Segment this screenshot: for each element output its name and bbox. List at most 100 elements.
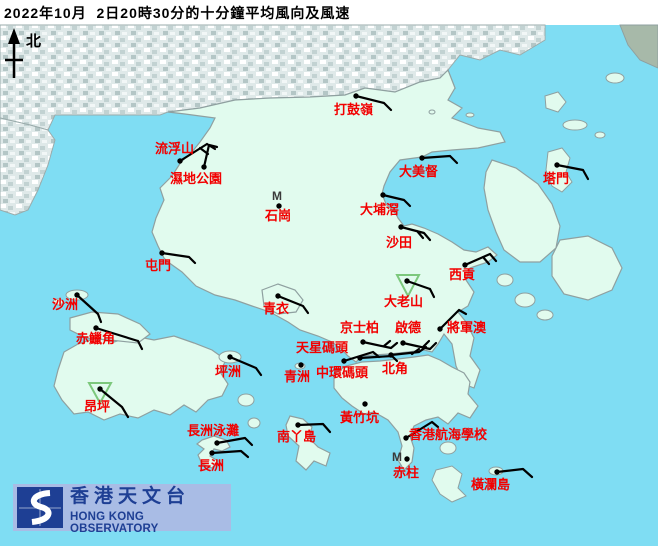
station-label-tai-mei-tuk: 大美督	[399, 164, 438, 179]
station-dot-ta-kwu-ling	[353, 93, 359, 99]
station-label-wetland-park: 濕地公園	[170, 171, 222, 186]
station-dot-tai-mei-tuk	[419, 155, 425, 161]
station-dot-kings-park	[360, 339, 366, 345]
station-dot-cheung-chau-beach	[214, 440, 220, 446]
station-dot-tap-mun	[554, 162, 560, 168]
wind-barb-lamma-island	[296, 422, 332, 434]
island-tap-mun	[545, 147, 573, 193]
station-label-hk-sea-school: 香港航海學校	[408, 427, 488, 442]
wind-barb-tuen-mun	[160, 251, 197, 265]
station-label-sai-kung: 西貢	[449, 267, 475, 282]
islet	[536, 309, 554, 321]
island-po-toi	[431, 465, 467, 503]
islet	[428, 109, 436, 115]
station-dot-kai-tak	[400, 340, 406, 346]
wind-barb-kings-park	[361, 339, 399, 350]
hko-name-chinese: 香港天文台	[70, 485, 191, 507]
islet	[247, 417, 261, 429]
station-dot-green-island	[298, 362, 304, 368]
station-label-sha-chau: 沙洲	[52, 297, 78, 312]
wind-barb-sha-chau	[75, 293, 103, 324]
wind-barb-hk-sea-school	[404, 420, 440, 440]
wind-barb-central-pier	[342, 350, 381, 363]
missing-marker-shek-kong: M	[272, 189, 282, 203]
wind-barb-sha-tin	[399, 225, 432, 242]
wind-barb-waglan-island	[495, 467, 534, 479]
station-dot-wetland-park	[201, 164, 207, 170]
hko-name-english: HONG KONG OBSERVATORY	[70, 510, 159, 535]
station-dot-lamma-island	[295, 422, 301, 428]
station-dot-shek-kong	[276, 203, 282, 209]
missing-marker-stanley: M	[392, 450, 402, 464]
island-kat-o	[544, 91, 567, 113]
wind-barb-tsing-yi	[276, 294, 310, 315]
hko-emblem-icon	[17, 487, 63, 528]
wind-barb-tai-mei-tuk	[420, 154, 459, 165]
station-label-peng-chau: 坪洲	[215, 364, 241, 379]
island-chek-lap-kok	[69, 311, 151, 344]
station-dot-waglan-island	[494, 469, 500, 475]
station-dot-tuen-mun	[159, 250, 165, 256]
station-label-cheung-chau-beach: 長洲泳灘	[187, 423, 239, 438]
station-dot-sha-tin	[398, 224, 404, 230]
station-dot-tai-po-kau	[380, 192, 386, 198]
station-label-tap-mun: 塔門	[543, 171, 569, 186]
station-dot-tseung-kwan-o	[437, 326, 443, 332]
land-sai-kung-east	[483, 159, 561, 263]
station-label-tates-cairn: 大老山	[384, 294, 423, 309]
station-label-waglan-island: 橫瀾島	[471, 477, 510, 492]
islet	[514, 292, 536, 308]
islet	[594, 131, 606, 139]
station-label-tsing-yi: 青衣	[263, 301, 289, 316]
hill-triangle-tates-cairn	[395, 274, 421, 299]
map-title: 2022年10月 2日20時30分的十分鐘平均風向及風速	[4, 5, 351, 21]
island-lamma	[285, 415, 331, 471]
wind-barb-sai-kung	[463, 252, 498, 267]
station-label-shek-kong: 石崗	[264, 208, 291, 223]
islet	[465, 112, 475, 118]
station-dot-lau-fau-shan	[177, 158, 183, 164]
station-dot-stanley	[404, 456, 410, 462]
station-label-tseung-kwan-o: 將軍澳	[447, 320, 487, 335]
islet	[562, 119, 588, 131]
station-label-kai-tak: 啟德	[395, 320, 421, 335]
wind-barb-wetland-park	[202, 143, 219, 169]
station-label-lamma-island: 南丫島	[277, 429, 316, 444]
station-label-ngong-ping: 昂坪	[84, 399, 110, 414]
station-dot-wong-chuk-hang	[362, 401, 368, 407]
station-label-green-island: 青洲	[284, 369, 310, 384]
station-label-lau-fau-shan: 流浮山	[155, 141, 194, 156]
station-dot-ngong-ping	[97, 386, 103, 392]
station-dot-sha-chau	[74, 292, 80, 298]
islet	[439, 441, 457, 455]
station-dot-north-point	[388, 352, 394, 358]
station-label-stanley: 赤柱	[393, 465, 419, 480]
station-label-chek-lap-kok: 赤鱲角	[76, 331, 115, 346]
island-tsing-yi	[261, 283, 304, 315]
wind-barb-north-point	[389, 345, 428, 357]
wind-barb-tai-po-kau	[381, 193, 412, 208]
station-dot-tates-cairn	[404, 278, 410, 284]
station-dot-sai-kung	[462, 262, 468, 268]
islet	[52, 298, 64, 306]
station-dot-tsing-yi	[275, 293, 281, 299]
station-label-tai-po-kau: 大埔滘	[360, 202, 399, 217]
islet	[237, 393, 255, 407]
wind-barb-cheung-chau	[210, 449, 250, 459]
station-dot-peng-chau	[227, 354, 233, 360]
station-label-central-pier: 中環碼頭	[316, 365, 369, 380]
station-dot-chek-lap-kok	[93, 325, 99, 331]
wind-barb-tseung-kwan-o	[438, 308, 468, 331]
wind-barb-cheung-chau-beach	[215, 436, 254, 447]
station-dot-cheung-chau	[209, 450, 215, 456]
urban-area-west	[0, 117, 56, 216]
island-hong-kong	[333, 354, 479, 471]
station-label-star-ferry: 天星碼頭	[296, 340, 349, 355]
wind-barb-tates-cairn	[405, 279, 436, 299]
land-northeast-corner	[619, 24, 658, 69]
wind-barb-tap-mun	[555, 163, 590, 181]
wind-barb-chek-lap-kok	[94, 326, 144, 351]
